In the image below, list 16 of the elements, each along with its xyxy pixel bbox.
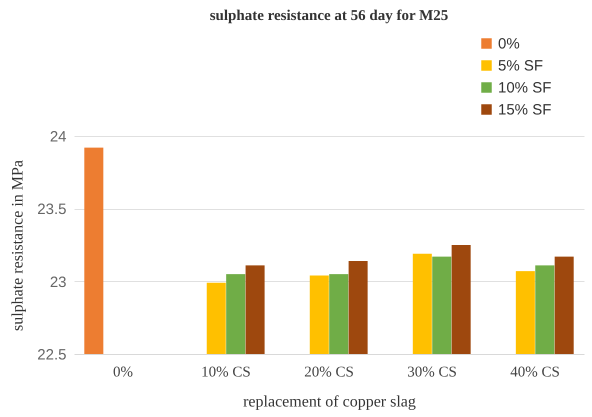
legend-label: 5% SF [498, 58, 544, 74]
chart-title: sulphate resistance at 56 day for M25 [210, 8, 448, 24]
x-tick-label: 0% [112, 364, 133, 380]
y-tick-label: 23 [50, 274, 66, 291]
legend-label: 15% SF [498, 102, 552, 118]
x-tick-label: 30% CS [407, 364, 457, 380]
x-tick-label: 10% CS [201, 364, 251, 380]
x-tick-label: 20% CS [304, 364, 354, 380]
y-tick-label: 23.5 [37, 201, 66, 218]
y-tick-label: 24 [50, 128, 66, 146]
legend-label: 0% [498, 36, 520, 52]
x-tick-label: 40% CS [510, 364, 560, 380]
y-axis-title: sulphate resistance in MPa [9, 160, 26, 332]
y-tick-label: 22.5 [37, 346, 66, 364]
x-axis-title: replacement of copper slag [243, 394, 416, 410]
legend-label: 10% SF [498, 80, 552, 96]
